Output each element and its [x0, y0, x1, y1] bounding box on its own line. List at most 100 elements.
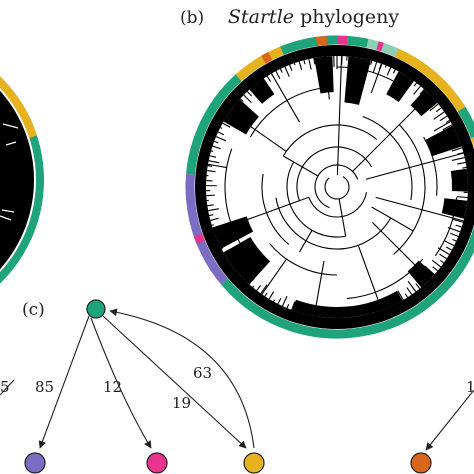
tree-leaf-line [358, 58, 363, 72]
tree-leaf-line [260, 284, 268, 294]
tree-leaf-line [310, 311, 313, 316]
tree-leaf-line [271, 73, 273, 76]
tree-leaf-line [384, 65, 387, 68]
tree-leaf-line [308, 58, 312, 70]
tree-dense-clade [386, 71, 414, 103]
tree-leaf-line [415, 283, 421, 289]
tree-leaf-line [238, 268, 244, 274]
tree-leaf-line [303, 60, 306, 65]
tree-leaf-line [460, 201, 468, 204]
tree-arc [275, 197, 392, 250]
tree-arc [324, 176, 350, 200]
tree-leaf-line [452, 238, 457, 242]
tree-leaf-line [355, 57, 358, 64]
tree-leaf-line [266, 75, 272, 82]
edge-yellow-to-root [109, 308, 255, 449]
tree-leaf-line [373, 305, 377, 313]
node-yellow-leaf [243, 452, 265, 474]
ring-segment [235, 46, 284, 82]
tree-leaf-line [286, 304, 290, 309]
tree-leaf-line [227, 114, 238, 121]
ring-accent [193, 233, 205, 244]
tree-leaf-line [407, 280, 417, 292]
panel-b-tree-branches [206, 56, 469, 319]
tree-leaf-line [248, 277, 256, 285]
tree-leaf-line [451, 147, 463, 152]
tree-leaf-line [268, 291, 275, 300]
panel-a-branch [5, 141, 17, 146]
tree-branch [365, 152, 464, 180]
tree-leaf-line [218, 239, 228, 245]
tree-leaf-line [448, 128, 455, 133]
panel-a-outer-ring [0, 76, 44, 284]
tree-leaf-line [223, 249, 230, 254]
tree-leaf-line [393, 302, 395, 305]
tree-branch [242, 196, 309, 222]
tree-leaf-line [256, 285, 262, 291]
panel-a-branch [1, 209, 15, 213]
tree-leaf-line [450, 137, 459, 143]
tree-leaf-line [370, 60, 373, 65]
tree-dense-clade [212, 216, 254, 249]
panel-b-phylogeny [185, 35, 474, 339]
tree-leaf-line [400, 74, 405, 81]
tree-leaf-line [209, 214, 214, 217]
edge-label-1: 1 [466, 378, 474, 396]
tree-dense-clade [314, 56, 334, 94]
tree-leaf-line [386, 67, 392, 76]
panel-b-color-ring [185, 35, 474, 339]
tree-leaf-line [214, 140, 219, 144]
tree-leaf-line [315, 307, 318, 317]
tree-leaf-line [313, 57, 316, 65]
tree-leaf-line [433, 111, 445, 120]
tree-leaf-line [210, 150, 214, 152]
tree-leaf-line [456, 196, 468, 199]
tree-leaf-line [413, 82, 418, 87]
panel-a-branch [2, 123, 19, 129]
tree-leaf-line [284, 66, 290, 77]
tree-leaf-line [385, 298, 391, 308]
tree-arc [423, 136, 438, 196]
tree-leaf-line [207, 204, 214, 207]
edge-root-to-magenta [90, 317, 152, 449]
panel-a-branch [0, 215, 12, 221]
tree-leaf-line [216, 237, 222, 240]
tree-leaf-line [291, 301, 296, 311]
tree-leaf-line [437, 247, 450, 255]
tree-leaf-line [325, 311, 328, 318]
ring-accent [315, 35, 328, 46]
tree-arc [362, 116, 413, 201]
tree-leaf-line [208, 160, 220, 164]
tree-branch [283, 155, 319, 177]
edge-to-orange [425, 389, 474, 451]
edge-partial-left [0, 379, 15, 396]
tree-leaf-line [460, 215, 465, 218]
tree-leaf-line [289, 64, 293, 72]
tree-leaf-line [221, 247, 224, 249]
tree-leaf-line [243, 94, 252, 103]
tree-leaf-line [406, 287, 413, 295]
tree-leaf-line [456, 142, 461, 145]
tree-leaf-line [445, 246, 453, 251]
tree-leaf-line [212, 145, 221, 150]
tree-dense-clade [410, 89, 438, 117]
tree-dense-clade [223, 99, 259, 135]
tree-leaf-line [452, 218, 464, 223]
tree-leaf-line [226, 250, 236, 258]
tree-leaf-line [394, 71, 401, 82]
tree-leaf-line [451, 156, 465, 161]
tree-leaf-line [419, 88, 425, 95]
tree-branch [271, 73, 300, 123]
tree-leaf-line [413, 85, 421, 95]
tree-leaf-line [444, 133, 457, 140]
tree-leaf-line [234, 267, 238, 270]
tree-leaf-line [447, 226, 461, 233]
tree-leaf-line [416, 276, 425, 286]
tree-leaf-line [208, 208, 219, 212]
tree-leaf-line [432, 266, 438, 272]
tree-leaf-line [435, 107, 442, 113]
tree-arc [282, 124, 378, 157]
panel-c-migration-graph: 5 85 12 19 63 1 [0, 299, 474, 474]
tree-leaf-line [275, 70, 281, 79]
tree-leaf-line [456, 210, 466, 213]
